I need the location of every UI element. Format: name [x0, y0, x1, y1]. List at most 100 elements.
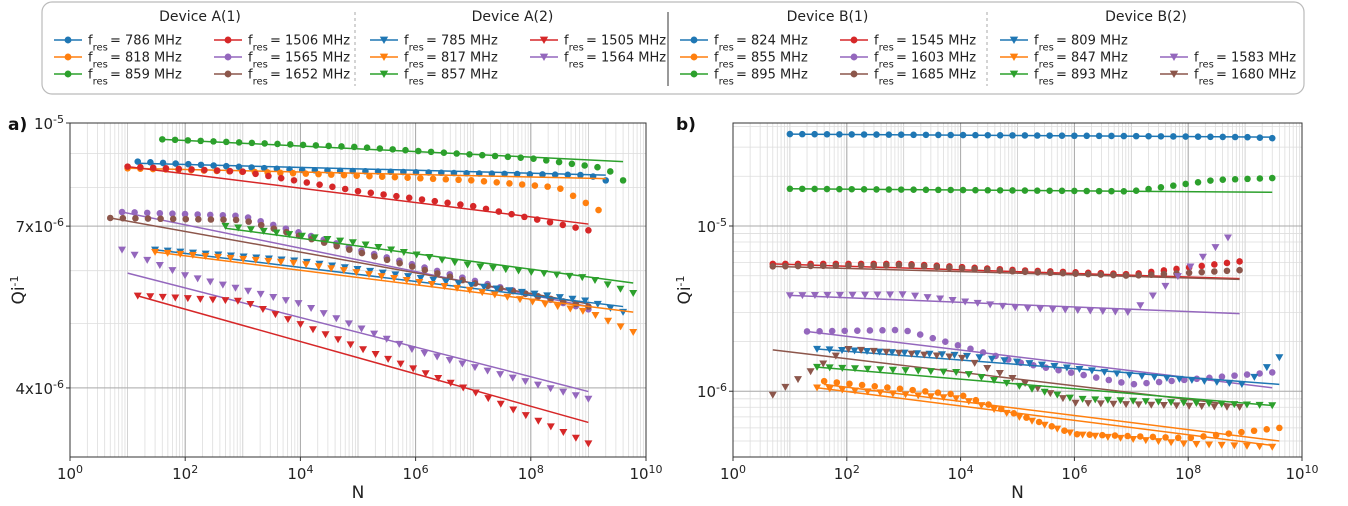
data-point — [265, 172, 272, 180]
legend-marker — [1009, 36, 1019, 44]
data-point — [958, 265, 966, 272]
data-point — [1231, 175, 1239, 183]
data-point — [149, 164, 157, 172]
data-point — [939, 394, 948, 402]
data-point — [1268, 174, 1276, 182]
data-point — [1207, 177, 1214, 184]
data-point — [1012, 358, 1021, 366]
data-point — [555, 158, 563, 166]
data-point — [836, 185, 843, 193]
data-point — [863, 365, 872, 373]
data-point — [825, 346, 834, 354]
data-point — [514, 267, 523, 275]
data-point — [325, 142, 332, 150]
data-point — [1223, 234, 1232, 242]
data-point — [1058, 132, 1066, 139]
data-point — [1122, 272, 1130, 279]
x-tick-label: 100 — [57, 463, 83, 484]
data-point — [505, 287, 514, 295]
data-point — [226, 167, 234, 175]
data-point — [476, 263, 485, 271]
legend-value: = 786 MHz — [110, 34, 182, 49]
legend-value: = 1564 MHz — [586, 51, 666, 66]
data-point — [183, 295, 192, 303]
data-point — [218, 281, 227, 289]
data-point — [1275, 354, 1284, 362]
series — [820, 377, 1283, 442]
data-point — [1162, 374, 1171, 382]
data-point — [376, 145, 384, 152]
data-point — [882, 348, 891, 356]
data-point — [297, 232, 306, 240]
x-tick-label: 104 — [948, 463, 974, 484]
data-point — [1223, 267, 1231, 275]
data-point — [1141, 398, 1150, 406]
legend-value: = 1680 MHz — [1216, 68, 1296, 83]
data-point — [1217, 441, 1226, 449]
data-point — [1118, 379, 1125, 386]
data-point — [998, 302, 1007, 310]
data-point — [409, 365, 418, 373]
data-point — [184, 137, 192, 144]
data-point — [1086, 431, 1093, 438]
data-point — [503, 293, 512, 301]
data-point — [1263, 426, 1270, 433]
data-point — [860, 291, 869, 299]
data-point — [1187, 376, 1196, 384]
legend-value: = 824 MHz — [736, 34, 808, 49]
data-point — [922, 388, 929, 395]
data-point — [1154, 398, 1163, 406]
data-point — [382, 335, 391, 343]
data-point — [947, 390, 954, 398]
data-point — [340, 171, 348, 179]
data-point — [134, 158, 142, 165]
data-point — [785, 292, 794, 300]
data-point — [210, 138, 217, 145]
data-point — [907, 350, 916, 358]
data-point — [1182, 133, 1189, 140]
data-point — [169, 210, 176, 217]
data-point — [964, 371, 973, 379]
data-point — [416, 274, 425, 282]
legend-group-title: Device A(2) — [472, 9, 554, 25]
data-point — [971, 265, 978, 273]
legend-value: = 847 MHz — [1056, 51, 1128, 66]
data-point — [873, 186, 880, 193]
data-point — [860, 186, 868, 193]
data-point — [143, 209, 151, 217]
legend-label: fres — [404, 51, 424, 71]
legend-label: fres — [714, 34, 734, 54]
data-point — [807, 262, 814, 270]
data-point — [172, 160, 179, 167]
data-point — [389, 146, 396, 153]
data-point — [446, 379, 455, 387]
data-point — [572, 224, 579, 231]
legend-marker — [1009, 70, 1019, 78]
data-point — [897, 131, 905, 138]
data-point — [935, 186, 942, 194]
data-point — [559, 388, 568, 396]
data-point — [248, 164, 255, 171]
data-point — [163, 249, 172, 257]
data-point — [942, 338, 949, 345]
data-point — [1167, 399, 1176, 407]
data-point — [1112, 370, 1121, 378]
data-point — [1053, 425, 1062, 433]
data-point — [367, 189, 375, 197]
data-point — [1238, 428, 1245, 436]
data-point — [484, 395, 493, 403]
data-point — [453, 284, 462, 292]
data-point — [303, 179, 311, 186]
data-point — [302, 170, 310, 177]
data-point — [1135, 272, 1142, 279]
data-point — [348, 239, 357, 247]
data-point — [1078, 431, 1087, 439]
data-point — [276, 258, 285, 266]
legend-label: fres — [1194, 68, 1214, 88]
data-point — [972, 131, 979, 139]
data-point — [521, 213, 528, 221]
data-point — [996, 187, 1004, 194]
data-point — [246, 226, 255, 234]
data-point — [274, 140, 281, 148]
data-point — [566, 305, 575, 313]
